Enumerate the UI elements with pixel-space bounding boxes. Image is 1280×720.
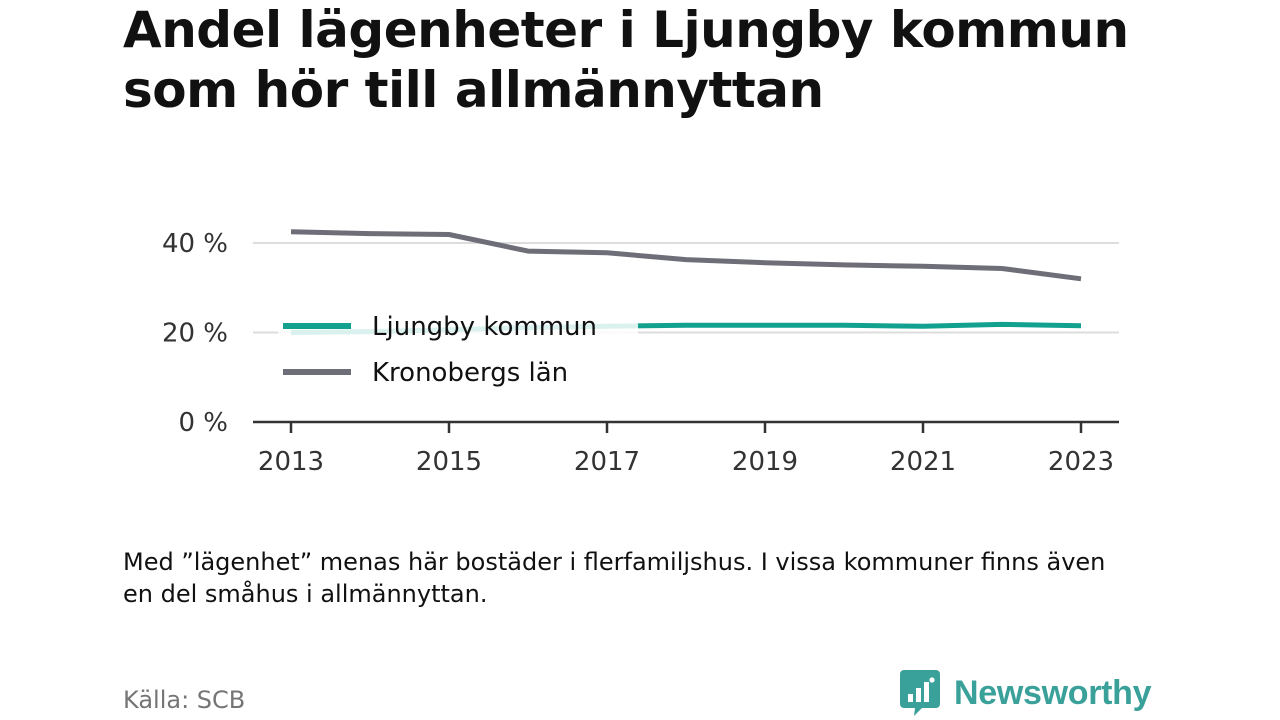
x-axis-ticks: 2013 2015 2017 2019 2021 2023 xyxy=(258,422,1114,477)
brand-name: Newsworthy xyxy=(954,673,1152,712)
legend-label[interactable]: Ljungby kommun xyxy=(372,312,597,342)
newsworthy-logo[interactable]: Newsworthy xyxy=(900,670,1152,716)
chart-title: Andel lägenheter i Ljungby kommun som hö… xyxy=(123,1,1129,119)
y-tick-label: 0 % xyxy=(178,408,228,438)
x-tick-label: 2013 xyxy=(258,447,324,477)
y-tick-label: 40 % xyxy=(162,229,228,259)
series-line-1 xyxy=(290,229,1082,282)
x-tick-label: 2017 xyxy=(574,447,640,477)
x-tick-label: 2015 xyxy=(416,447,482,477)
legend-label[interactable]: Kronobergs län xyxy=(372,358,568,388)
legend: Ljungby kommun Kronobergs län xyxy=(278,306,638,388)
newsworthy-chart-bubble-icon xyxy=(900,670,940,716)
x-tick-label: 2019 xyxy=(732,447,798,477)
line-chart: 0 % 20 % 40 % 2013 2015 2017 2019 2021 2023 Lju… xyxy=(162,229,1119,477)
x-tick-label: 2023 xyxy=(1048,447,1114,477)
chart-note: Med ”lägenhet” menas här bostäder i fler… xyxy=(123,548,1106,608)
source-label: Källa: SCB xyxy=(123,686,246,714)
y-axis-ticks: 0 % 20 % 40 % xyxy=(162,229,228,438)
y-tick-label: 20 % xyxy=(162,319,228,349)
x-tick-label: 2021 xyxy=(890,447,956,477)
